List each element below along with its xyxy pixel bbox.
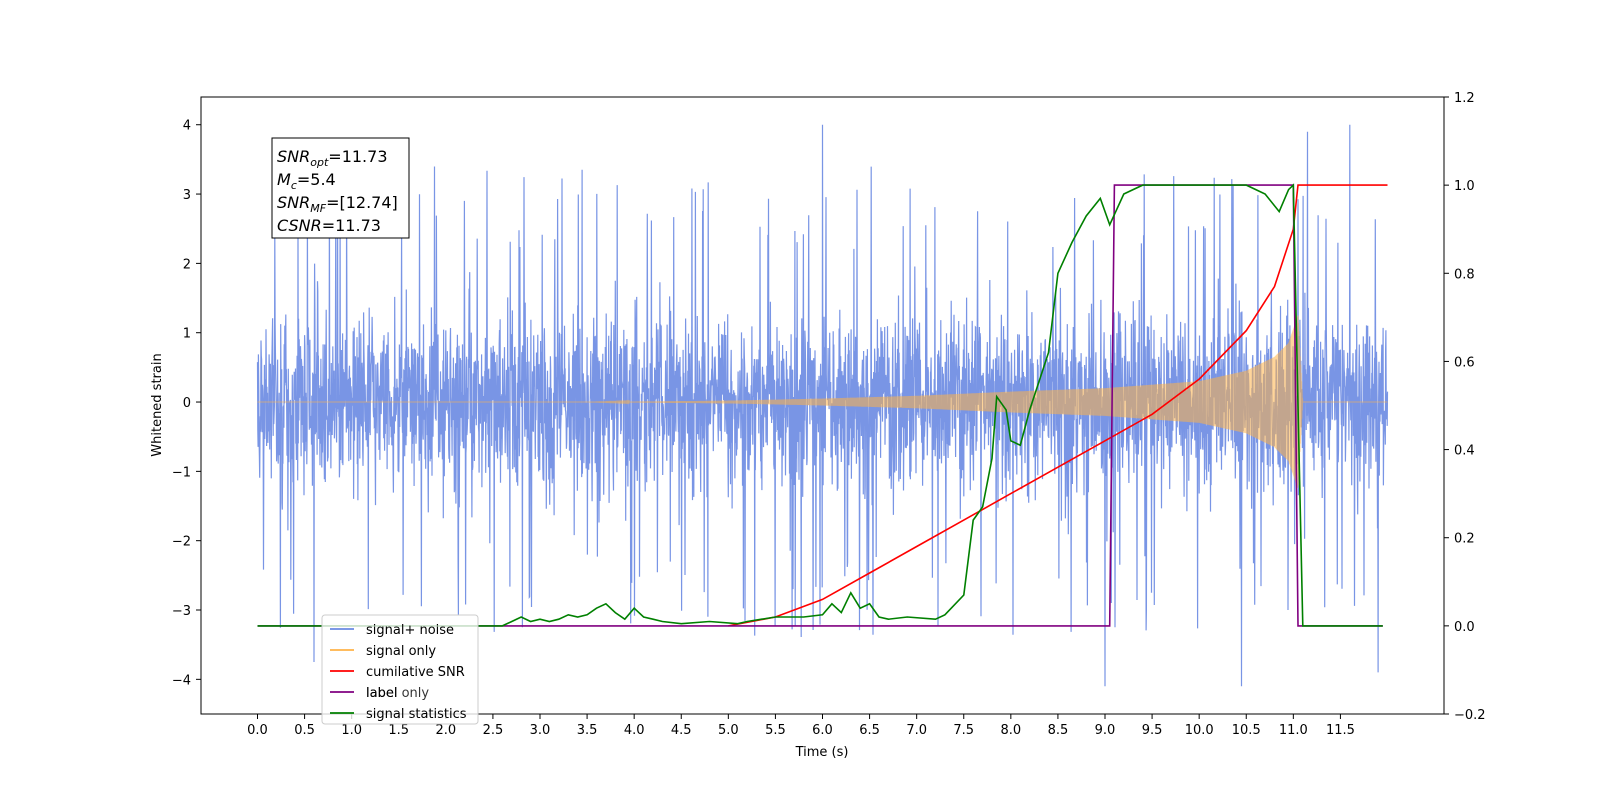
x-tick-label: 10.5 (1232, 723, 1261, 738)
x-tick-label: 9.0 (1095, 723, 1116, 738)
y-left-tick-label: −4 (172, 673, 191, 688)
x-tick-label: 7.5 (953, 723, 974, 738)
series-cumilative-snr (728, 184, 1388, 627)
y-left-tick-label: −2 (172, 535, 191, 550)
legend-label: signal statistics (366, 707, 467, 722)
y-right-tick-label: −0.2 (1454, 708, 1486, 723)
legend-label: signal+ noise (366, 623, 454, 638)
annotation-line: SNRopt=11.73 (277, 147, 388, 169)
x-tick-label: 4.5 (671, 723, 692, 738)
y-left-tick-label: −3 (172, 604, 191, 619)
x-axis-label: Time (s) (795, 745, 849, 760)
legend-label: cumilative SNR (366, 665, 465, 680)
series-layer (256, 124, 1389, 687)
y-right-tick-label: 0.6 (1454, 355, 1475, 370)
y-right-tick-label: 0.2 (1454, 532, 1475, 547)
x-tick-label: 7.0 (906, 723, 927, 738)
x-tick-label: 3.5 (577, 723, 598, 738)
y-left-tick-label: −1 (172, 465, 191, 480)
y-left-tick-label: 1 (183, 327, 191, 342)
y-left-tick-label: 0 (183, 396, 191, 411)
annotation-frame (271, 137, 410, 239)
x-tick-label: 8.5 (1048, 723, 1069, 738)
x-tick-label: 4.0 (624, 723, 645, 738)
annotation-line: Mc=5.4 (277, 170, 336, 192)
y-right-tick-label: 0.4 (1454, 444, 1475, 459)
series-signal-noise (256, 124, 1389, 687)
y-right-tick-label: 1.0 (1454, 179, 1475, 194)
x-tick-label: 0.0 (247, 723, 268, 738)
x-axis: 0.0 0.5 1.0 1.5 2.0 2.5 3.0 3.5 4.0 4.5 5.0 5.5 6.0 6… (247, 714, 1355, 738)
x-tick-label: 2.0 (435, 723, 456, 738)
annotation-line: SNRMF=[12.74] (277, 193, 398, 215)
series-signal-only (257, 315, 1388, 488)
x-tick-label: 1.5 (388, 723, 409, 738)
x-tick-label: 8.0 (1000, 723, 1021, 738)
x-tick-label: 6.5 (859, 723, 880, 738)
y-left-tick-label: 4 (183, 119, 191, 134)
y-right-tick-label: 1.2 (1454, 91, 1475, 106)
x-tick-label: 5.5 (765, 723, 786, 738)
y-right-tick-label: 0.0 (1454, 620, 1475, 635)
legend-frame (321, 614, 479, 725)
x-tick-label: 10.0 (1185, 723, 1214, 738)
x-tick-label: 1.0 (341, 723, 362, 738)
x-tick-label: 11.0 (1279, 723, 1308, 738)
y-left-tick-label: 2 (183, 257, 191, 272)
x-tick-label: 5.0 (718, 723, 739, 738)
annotation-line: CSNR=11.73 (277, 216, 381, 235)
x-tick-label: 2.5 (483, 723, 504, 738)
y-axis-right: −0.2 0.0 0.2 0.4 0.6 0.8 1.0 1.2 (1444, 91, 1486, 723)
x-tick-label: 3.0 (530, 723, 551, 738)
x-tick-label: 6.0 (812, 723, 833, 738)
x-tick-label: 9.5 (1142, 723, 1163, 738)
legend-label: label (366, 686, 397, 701)
series-signal-statistics (257, 183, 1383, 627)
y-right-tick-label: 0.8 (1454, 267, 1475, 282)
y-left-tick-label: 3 (183, 188, 191, 203)
y-axis-left: −4 −3 −2 −1 0 1 2 3 4 (172, 119, 201, 688)
legend-label-ghost: label only (366, 686, 429, 701)
legend-label: signal only (366, 644, 436, 659)
legend: signal+ noise signal only cumilative SNR la… (321, 614, 479, 725)
x-tick-label: 0.5 (294, 723, 315, 738)
x-tick-label: 11.5 (1326, 723, 1355, 738)
annotation-box: SNRopt=11.73Mc=5.4SNRMF=[12.74]CSNR=11.7… (271, 137, 410, 239)
y-axis-left-label: Whitened strain (150, 353, 165, 456)
